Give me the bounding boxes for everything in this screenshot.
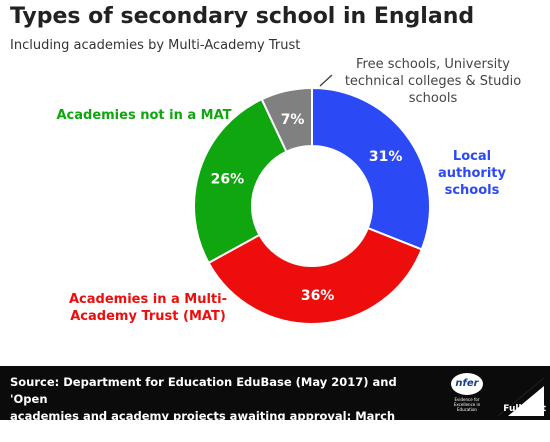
academies-not-in-mat-value-label: 26% <box>211 171 245 187</box>
free-schools-value-label: 7% <box>281 112 305 128</box>
source-line-1: Source: Department for Education EduBase… <box>10 375 397 406</box>
nfer-logo-tagline: Evidence for Excellence in Education <box>453 397 481 412</box>
source-note: Source: Department for Education EduBase… <box>10 374 430 442</box>
free-schools-slice <box>260 86 313 154</box>
academies-in-mat-slice <box>207 226 424 325</box>
fullfact-logo-text: Full Fact <box>503 404 546 414</box>
free-schools-leader-line <box>319 74 333 87</box>
footer-bar: Source: Department for Education EduBase… <box>0 366 550 440</box>
academies-in-mat-value-label: 36% <box>301 288 335 304</box>
chart-title: Types of secondary school in England <box>10 4 475 29</box>
academies-in-mat-category-label: Academies in a Multi-Academy Trust (MAT) <box>69 292 227 324</box>
fullfact-logo: Full Fact <box>496 372 546 416</box>
local-authority-slice <box>311 86 431 251</box>
chart-subtitle: Including academies by Multi-Academy Tru… <box>10 38 301 53</box>
nfer-logo-mark: nfer <box>451 373 483 395</box>
source-line-2: academies and academy projects awaiting … <box>10 409 396 440</box>
academies-not-in-mat-category-label: Academies not in a MAT <box>56 108 231 123</box>
local-authority-category-label: Local authority schools <box>438 149 507 198</box>
donut-chart: 31% 36% 26% 7% Local authority schools Academi… <box>56 57 521 325</box>
free-schools-category-label: Free schools, University technical colleg… <box>345 57 521 106</box>
fullfact-logo-mark <box>498 378 544 416</box>
nfer-logo: nfer Evidence for Excellence in Educatio… <box>446 373 488 413</box>
academies-not-in-mat-slice <box>193 97 288 265</box>
local-authority-value-label: 31% <box>369 149 403 165</box>
